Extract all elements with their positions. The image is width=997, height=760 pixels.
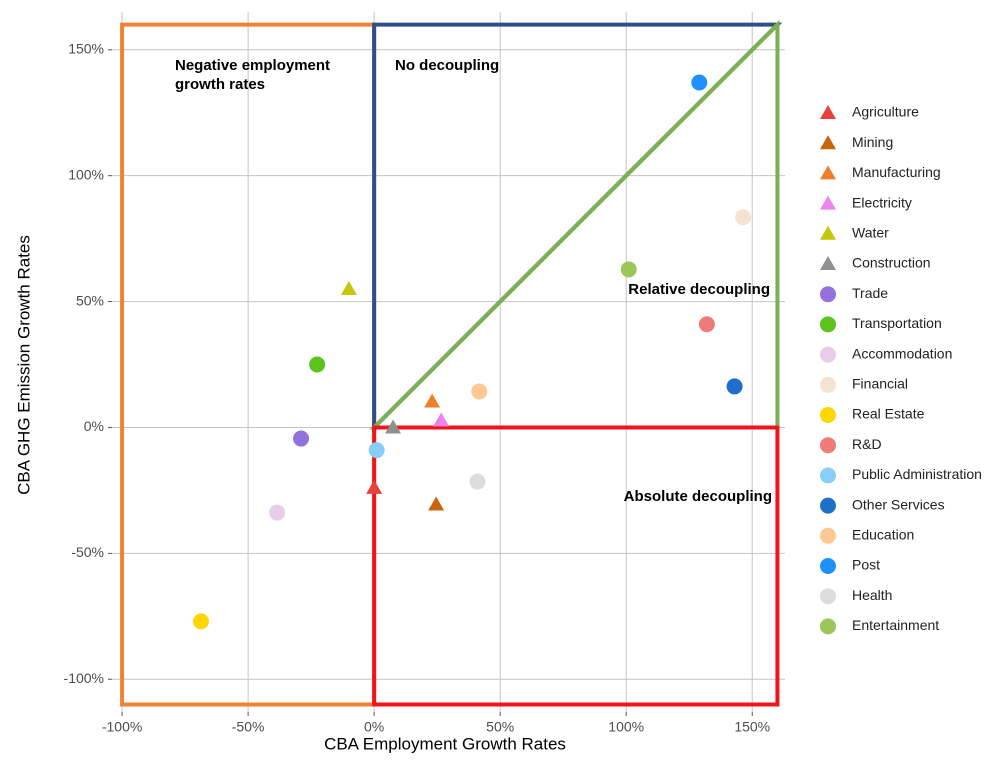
y-tick-label: -50% bbox=[71, 544, 104, 560]
legend-marker bbox=[820, 376, 836, 393]
legend-text: Water bbox=[852, 225, 889, 241]
x-tick-label: 50% bbox=[486, 719, 514, 735]
legend-marker bbox=[820, 497, 836, 514]
legend-marker bbox=[820, 105, 836, 119]
legend-text: Electricity bbox=[852, 194, 912, 210]
triangle-marker bbox=[385, 419, 402, 434]
legend-marker bbox=[820, 618, 836, 635]
legend-marker bbox=[820, 286, 836, 303]
legend-marker bbox=[820, 527, 836, 544]
y-tick-label: 50% bbox=[76, 292, 104, 308]
y-tick-label: 150% bbox=[68, 40, 104, 56]
circle-marker bbox=[691, 74, 708, 91]
legend-marker bbox=[820, 316, 836, 333]
triangle-marker bbox=[433, 412, 450, 427]
region-label: Absolute decoupling bbox=[623, 488, 772, 505]
legend-text: Post bbox=[852, 557, 880, 573]
region-label: No decoupling bbox=[395, 57, 500, 74]
legend-marker bbox=[820, 165, 836, 180]
circle-marker bbox=[698, 316, 715, 333]
legend-text: Health bbox=[852, 587, 892, 603]
triangle-marker bbox=[340, 280, 357, 295]
region-box bbox=[372, 425, 780, 707]
circle-marker bbox=[293, 430, 310, 447]
legend-text: Public Administration bbox=[852, 466, 982, 482]
circle-marker bbox=[620, 261, 637, 278]
region-label: Negative employment growth rates bbox=[175, 57, 331, 93]
legend-text: Transportation bbox=[852, 315, 942, 331]
legend-marker bbox=[820, 588, 836, 605]
legend-text: Accommodation bbox=[852, 345, 952, 361]
legend-text: Trade bbox=[852, 285, 888, 301]
circle-marker bbox=[471, 383, 488, 400]
legend-text: Other Services bbox=[852, 496, 945, 512]
legend-marker bbox=[820, 437, 836, 454]
legend-marker bbox=[820, 195, 836, 210]
x-tick-label: 100% bbox=[608, 719, 644, 735]
legend-text: Education bbox=[852, 527, 914, 543]
legend-marker bbox=[820, 558, 836, 574]
legend-text: Entertainment bbox=[852, 617, 939, 633]
y-tick-label: -100% bbox=[64, 670, 104, 686]
circle-marker bbox=[192, 613, 209, 630]
circle-marker bbox=[735, 209, 752, 226]
x-tick-label: 0% bbox=[364, 719, 384, 735]
x-tick-label: -100% bbox=[102, 719, 142, 735]
region-label-box: No decoupling bbox=[395, 57, 500, 74]
x-tick-label: -50% bbox=[232, 719, 265, 735]
circle-marker bbox=[469, 473, 486, 490]
legend-marker bbox=[820, 467, 836, 484]
circle-marker bbox=[309, 356, 326, 373]
region-label: Relative decoupling bbox=[628, 281, 770, 298]
legend-text: Manufacturing bbox=[852, 164, 941, 180]
legend-text: Mining bbox=[852, 134, 893, 150]
legend-marker bbox=[820, 407, 836, 423]
legend-marker bbox=[820, 135, 836, 150]
y-tick-label: 0% bbox=[84, 418, 104, 434]
y-tick-label: 100% bbox=[68, 166, 104, 182]
legend-marker bbox=[820, 346, 836, 363]
legend-marker bbox=[820, 256, 836, 270]
triangle-marker bbox=[428, 496, 445, 511]
x-axis-title: CBA Employment Growth Rates bbox=[324, 734, 566, 753]
y-axis-title: CBA GHG Emission Growth Rates bbox=[14, 235, 33, 495]
circle-marker bbox=[368, 442, 385, 459]
legend-text: Real Estate bbox=[852, 406, 925, 422]
legend-text: Agriculture bbox=[852, 104, 919, 120]
circle-marker bbox=[726, 378, 743, 395]
x-tick-label: 150% bbox=[734, 719, 770, 735]
legend-text: Construction bbox=[852, 255, 931, 271]
region-label-box: Absolute decoupling bbox=[623, 488, 772, 505]
legend-text: R&D bbox=[852, 436, 882, 452]
region-label-box: Negative employment growth rates bbox=[175, 57, 331, 93]
triangle-marker bbox=[424, 393, 441, 408]
circle-marker bbox=[269, 504, 286, 521]
region-label-box: Relative decoupling bbox=[628, 281, 770, 298]
legend-marker bbox=[820, 225, 836, 240]
triangle-marker bbox=[366, 479, 383, 494]
legend-text: Financial bbox=[852, 376, 908, 392]
